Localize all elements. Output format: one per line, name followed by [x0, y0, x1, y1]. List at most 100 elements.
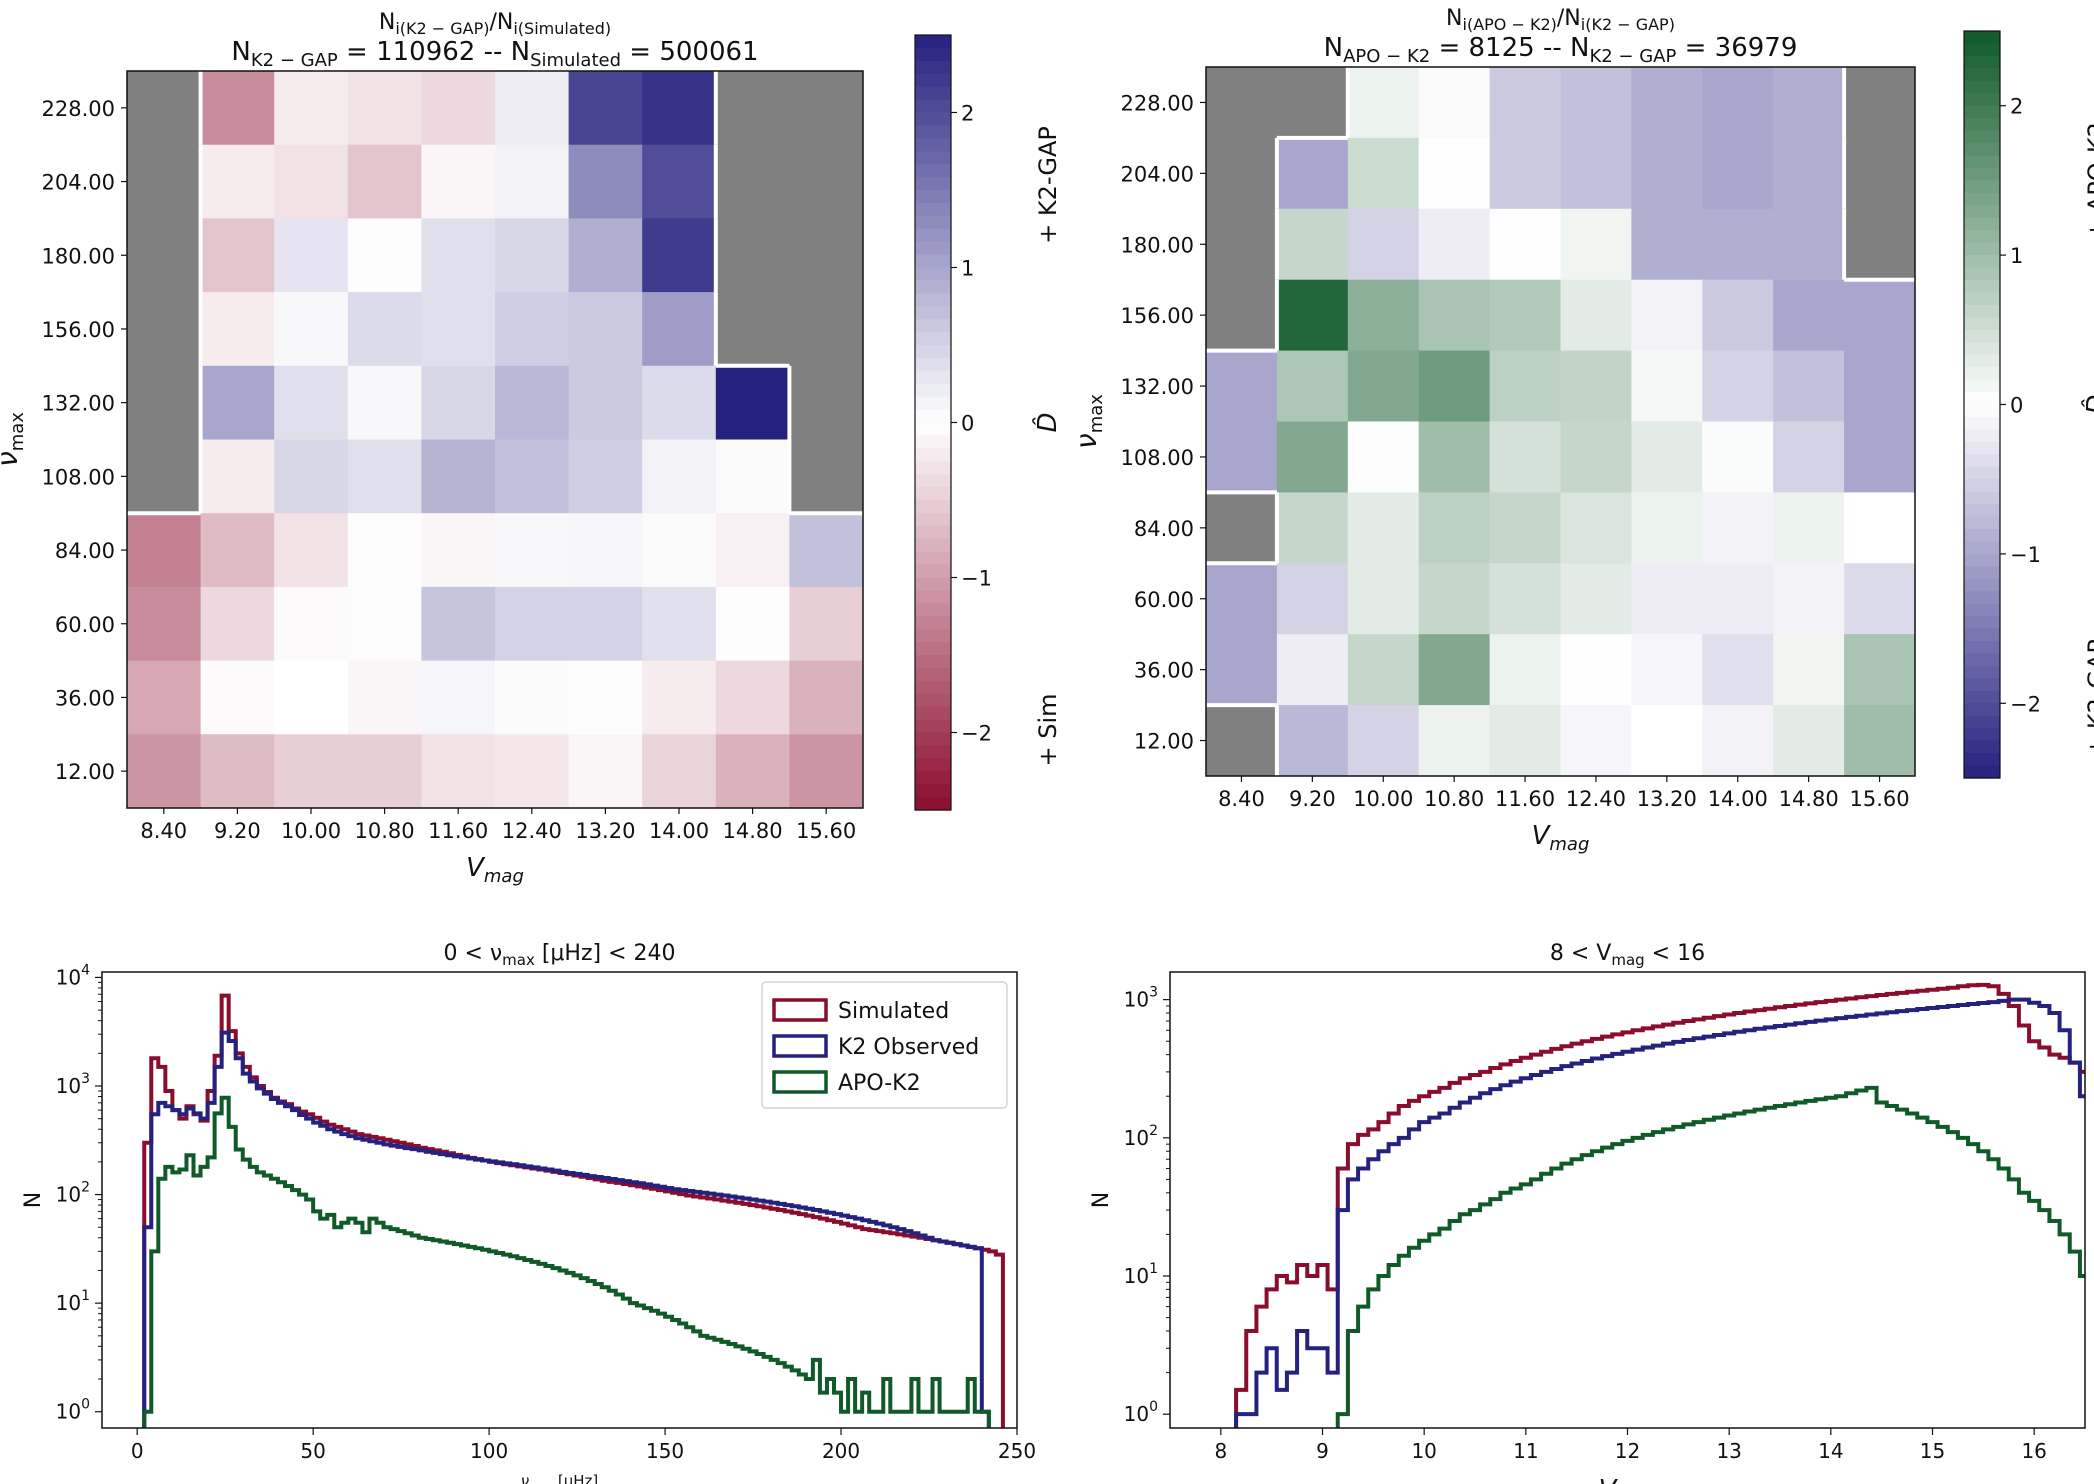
y-tick-label: 204.00 — [42, 171, 115, 195]
y-tick-label: 156.00 — [1121, 304, 1194, 328]
colorbar-segment — [1964, 715, 2000, 729]
heatmap-cell — [347, 513, 422, 588]
heatmap-masked-cell — [715, 292, 790, 367]
colorbar-segment — [1964, 31, 2000, 45]
heatmap-cell — [1560, 137, 1632, 210]
histogram-series-simulated — [1234, 982, 2085, 1428]
x-axis-label: Vmag — [1532, 821, 1590, 855]
colorbar-segment — [1964, 628, 2000, 642]
heatmap-cell — [1489, 67, 1561, 139]
heatmap-cell — [1773, 137, 1845, 210]
y-tick-label: 102 — [1124, 1123, 1158, 1150]
colorbar-segment — [1964, 541, 2000, 555]
heatmap-cell — [274, 365, 349, 440]
colorbar-segment — [915, 35, 951, 49]
heatmap-cell — [1631, 279, 1703, 352]
heatmap-cell — [1276, 279, 1349, 352]
colorbar-segment — [1964, 130, 2000, 144]
colorbar-segment — [1964, 105, 2000, 119]
heatmap-title-line2: NAPO − K2 = 8125 -- NK2 − GAP = 36979 — [1324, 33, 1798, 67]
x-tick-label: 8 — [1214, 1439, 1227, 1463]
heatmap-cell — [1560, 563, 1632, 635]
x-tick-label: 8.40 — [140, 819, 187, 843]
colorbar-tick-label: 1 — [2010, 244, 2023, 268]
colorbar-segment — [915, 332, 951, 346]
heatmap-cell — [789, 734, 864, 809]
x-tick-label: 12.40 — [502, 819, 562, 843]
colorbar-segment — [915, 667, 951, 682]
heatmap-cell — [1347, 67, 1420, 139]
colorbar-tick-label: 2 — [2010, 95, 2023, 119]
heatmap-cell — [1702, 563, 1774, 635]
colorbar-segment — [915, 177, 951, 191]
heatmap-cell — [568, 586, 643, 662]
colorbar-segment — [915, 125, 951, 139]
heatmap-cell — [1418, 492, 1491, 564]
heatmap-cell — [1773, 705, 1845, 777]
heatmap-cell — [715, 734, 790, 809]
y-tick-label: 84.00 — [1134, 517, 1194, 541]
heatmap-cell — [274, 734, 349, 809]
colorbar-segment — [1964, 479, 2000, 493]
colorbar-segment — [1964, 43, 2000, 57]
colorbar-segment — [1964, 230, 2000, 244]
heatmap-cell — [274, 586, 349, 662]
heatmap-cell — [421, 218, 496, 293]
x-tick-label: 14.80 — [723, 819, 783, 843]
colorbar-bottom-label: + K2-GAP — [2083, 639, 2094, 757]
colorbar-segment — [915, 603, 951, 617]
heatmap-masked-cell — [789, 439, 864, 514]
x-tick-label: 14.80 — [1779, 787, 1839, 811]
heatmap-cell — [495, 365, 570, 440]
x-tick-label: 10 — [1411, 1439, 1436, 1463]
heatmap-right-panel: Ni(APO − K2)/Ni(K2 − GAP)NAPO − K2 = 812… — [1070, 6, 2094, 855]
y-tick-label: 103 — [56, 1071, 90, 1098]
colorbar-segment — [1964, 641, 2000, 655]
heatmap-cell — [127, 734, 202, 809]
colorbar-segment — [915, 151, 951, 165]
heatmap-cell — [1773, 563, 1845, 635]
heatmap-frame — [126, 70, 864, 809]
heatmap-cell — [642, 660, 717, 735]
heatmap-cell — [347, 734, 422, 809]
colorbar-segment — [915, 693, 951, 708]
heatmap-title-line1: Ni(K2 − GAP)/Ni(Simulated) — [379, 10, 611, 38]
colorbar-segment — [915, 797, 951, 811]
colorbar-segment — [915, 215, 951, 230]
heatmap-masked-cell — [789, 71, 864, 146]
heatmap-cell — [642, 439, 717, 514]
heatmap-cell — [1773, 279, 1845, 352]
y-tick-label: 156.00 — [42, 318, 115, 342]
y-tick-label: 103 — [1124, 985, 1158, 1012]
heatmap-cell — [1347, 634, 1420, 706]
colorbar-segment — [915, 47, 951, 62]
histogram-series-k2-observed — [1234, 997, 2085, 1428]
x-axis-label: Vmag — [1599, 1475, 1657, 1484]
heatmap-cell — [421, 439, 496, 514]
heatmap-cell — [1347, 137, 1420, 210]
heatmap-masked-cell — [127, 218, 202, 293]
heatmap-cell — [1560, 350, 1632, 422]
heatmap-cell — [1702, 67, 1774, 139]
histogram-series-apo-k2 — [1335, 1085, 2085, 1428]
x-tick-label: 10.80 — [355, 819, 415, 843]
colorbar-segment — [915, 99, 951, 114]
x-tick-label: 15.60 — [1849, 787, 1909, 811]
heatmap-cell — [642, 71, 717, 146]
y-tick-label: 101 — [1124, 1261, 1158, 1288]
y-tick-label: 132.00 — [42, 392, 115, 416]
colorbar-segment — [1964, 603, 2000, 617]
y-tick-label: 102 — [56, 1180, 90, 1207]
colorbar-tick-label: 0 — [961, 412, 974, 436]
colorbar-segment — [1964, 566, 2000, 580]
x-tick-label: 12.40 — [1566, 787, 1626, 811]
colorbar-segment — [915, 138, 951, 152]
heatmap-cell — [200, 365, 275, 440]
x-tick-label: 12 — [1615, 1439, 1640, 1463]
x-tick-label: 8.40 — [1218, 787, 1265, 811]
heatmap-cell — [1418, 67, 1491, 139]
colorbar-segment — [915, 280, 951, 294]
heatmap-masked-cell — [127, 71, 202, 146]
heatmap-cell — [347, 292, 422, 367]
heatmap-cell — [347, 218, 422, 293]
